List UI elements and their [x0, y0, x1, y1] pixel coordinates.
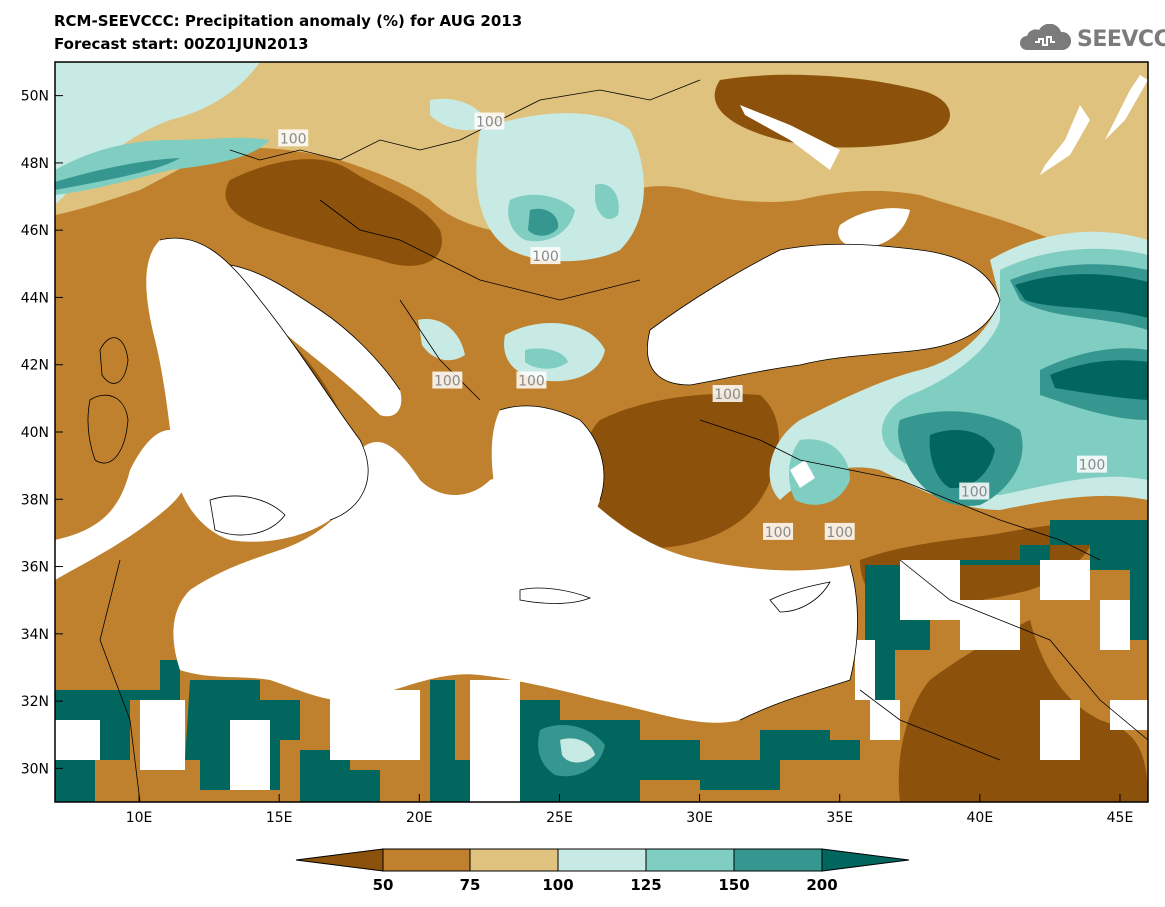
contour-label-100: 100: [532, 249, 559, 265]
colorbar-label-200: 200: [806, 876, 837, 894]
field-teal-central-europe: [55, 62, 490, 205]
colorbar-label-150: 150: [718, 876, 749, 894]
colorbar-100-125: [557, 848, 647, 872]
contour-label-100: 100: [1079, 458, 1106, 474]
field-teal-bulgaria: [418, 319, 605, 382]
contour-label-100: 100: [434, 374, 461, 390]
lon-tick-label: 40E: [967, 810, 994, 826]
colorbar-label-100: 100: [542, 876, 573, 894]
contour-label-bg: [530, 247, 561, 265]
lon-tick-label: 45E: [1107, 810, 1134, 826]
contour-label-100: 100: [765, 525, 792, 541]
lat-tick-label: 32N: [21, 694, 49, 710]
anomaly-field: [55, 62, 1148, 802]
lat-tick-label: 30N: [21, 761, 49, 777]
colorbar-label-125: 125: [630, 876, 661, 894]
lat-tick-label: 50N: [21, 89, 49, 105]
lon-tick-label: 15E: [266, 810, 293, 826]
lon-tick-label: 35E: [826, 810, 853, 826]
colorbar-125-150: [645, 848, 735, 872]
field-dark-turkey: [583, 393, 779, 548]
logo-text: SEEVCCC: [1077, 26, 1165, 52]
lat-tick-label: 42N: [21, 358, 49, 374]
lon-tick-label: 10E: [126, 810, 153, 826]
coastlines-and-borders: [87, 79, 1148, 802]
contour-label-100: 100: [518, 374, 545, 390]
lon-tick-label: 20E: [406, 810, 433, 826]
contour-label-100: 100: [826, 525, 853, 541]
contour-label-bg: [432, 371, 463, 389]
contour-label-bg: [712, 385, 743, 402]
contour-label-100: 100: [476, 115, 503, 131]
seevccc-logo: SEEVCCC: [1017, 22, 1165, 56]
field-dark-iraq: [898, 620, 1148, 802]
colorbar-label-50: 50: [373, 876, 394, 894]
colorbar-50-75: [382, 848, 471, 872]
colorbar-above-200: [821, 848, 910, 872]
lat-tick-label: 36N: [21, 560, 49, 576]
colorbar: 50 75 100 125 150 200: [295, 848, 910, 894]
lon-tick-label: 30E: [686, 810, 713, 826]
colorbar-150-200: [733, 848, 823, 872]
colorbar-75-100: [469, 848, 559, 872]
lat-tick-label: 44N: [21, 290, 49, 306]
contour-label-bg: [1076, 455, 1107, 473]
contour-label-100: 100: [961, 485, 988, 501]
contour-label-100: 100: [714, 387, 741, 403]
contour-label-bg: [474, 112, 505, 130]
contour-label-bg: [824, 522, 855, 540]
lon-tick-label: 25E: [546, 810, 573, 826]
field-teal-romania: [476, 113, 644, 262]
lat-tick-label: 48N: [21, 156, 49, 172]
forecast-start-subtitle: Forecast start: 00Z01JUN2013: [54, 35, 309, 53]
lat-tick-label: 40N: [21, 425, 49, 441]
longitude-axis: 10E 15E 20E 25E 30E 35E 40E 45E: [126, 794, 1134, 826]
contour-label-bg: [516, 371, 547, 389]
cloud-logo-icon: [1020, 24, 1071, 50]
colorbar-label-75: 75: [460, 876, 481, 894]
contour-label-bg: [278, 129, 309, 147]
lat-tick-label: 38N: [21, 492, 49, 508]
contour-label-bg: [763, 522, 794, 540]
field-dark-alps: [225, 159, 442, 266]
latitude-axis: 30N 32N 34N 36N 38N 40N 42N 44N 46N 48N 50N: [21, 89, 63, 777]
lat-tick-label: 46N: [21, 223, 49, 239]
contour-labels: 100 100 100 100 100 100 100 100 100 100: [278, 112, 1107, 541]
field-teal-caucasus: [769, 231, 1148, 510]
contour-label-100: 100: [280, 131, 307, 147]
contour-label-bg: [959, 482, 990, 500]
lat-tick-label: 34N: [21, 627, 49, 643]
field-no-data: [55, 75, 1148, 802]
colorbar-below-50: [295, 848, 384, 872]
map-title: RCM-SEEVCCC: Precipitation anomaly (%) f…: [54, 12, 523, 30]
